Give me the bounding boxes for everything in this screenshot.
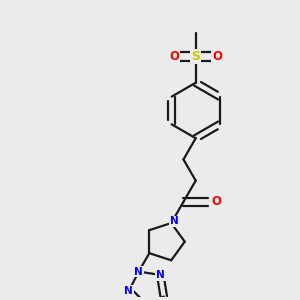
Text: N: N <box>124 286 133 296</box>
Text: O: O <box>212 50 222 63</box>
Text: O: O <box>169 50 179 63</box>
Text: O: O <box>211 195 221 208</box>
Text: N: N <box>170 216 179 226</box>
Text: S: S <box>191 50 200 63</box>
Text: N: N <box>134 267 143 277</box>
Text: N: N <box>156 270 165 280</box>
